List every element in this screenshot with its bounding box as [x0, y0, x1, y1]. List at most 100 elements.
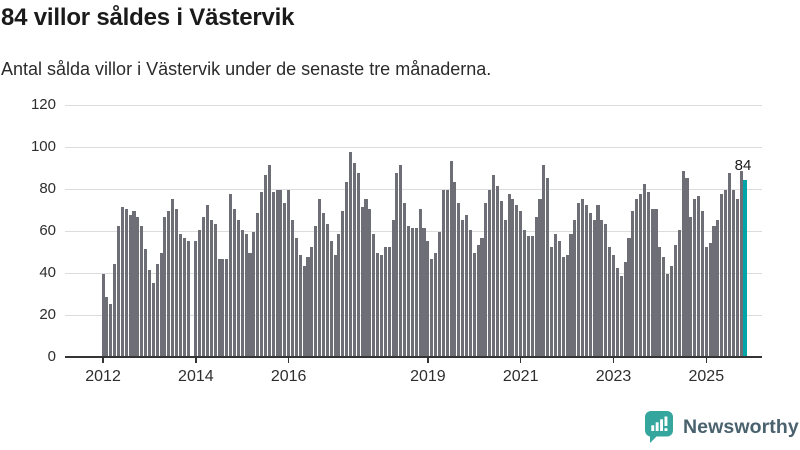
bar [681, 171, 685, 356]
bar [341, 211, 345, 356]
bar [662, 257, 666, 356]
bar [113, 263, 117, 356]
bar [534, 217, 538, 356]
bar [101, 274, 105, 356]
bar [217, 259, 221, 356]
newsworthy-bars-icon [645, 411, 673, 443]
bar [596, 204, 600, 356]
bar [507, 194, 511, 356]
bar [406, 225, 411, 356]
bar [120, 206, 124, 356]
x-axis-tick [102, 358, 104, 363]
chart-subtitle: Antal sålda villor i Västervik under de … [1, 59, 492, 79]
bar [167, 211, 171, 356]
bar [314, 225, 318, 356]
bar [569, 234, 573, 356]
gridline [65, 147, 762, 148]
bar [325, 223, 329, 356]
x-axis-label: 2012 [85, 368, 121, 385]
highlighted-bar [743, 179, 747, 356]
bar [136, 217, 140, 356]
bar [434, 253, 438, 356]
bar [673, 244, 677, 356]
y-axis-label: 100 [30, 138, 56, 155]
bar [333, 255, 337, 356]
bar [302, 265, 306, 356]
bar [240, 230, 244, 356]
bar [530, 236, 534, 356]
bar [260, 192, 264, 356]
bar [608, 246, 612, 356]
y-axis-label: 120 [30, 96, 56, 113]
bar [538, 198, 542, 356]
bar [468, 230, 472, 356]
bar [310, 246, 314, 356]
bar [202, 217, 206, 356]
bar [716, 219, 720, 356]
bar [318, 198, 322, 356]
bar [476, 244, 480, 356]
bar [565, 255, 569, 356]
bar [232, 209, 237, 356]
bar [256, 213, 260, 356]
gridline [65, 105, 762, 106]
newsworthy-wordmark: Newsworthy [683, 415, 799, 438]
bar [646, 192, 650, 356]
bar [600, 219, 604, 356]
bar [449, 160, 453, 356]
bar [376, 253, 380, 356]
bar [356, 173, 360, 356]
x-axis-label: 2016 [270, 368, 307, 385]
bar [205, 204, 209, 356]
bar [182, 238, 186, 356]
bar [642, 183, 646, 356]
bar [221, 259, 225, 356]
x-axis-label: 2019 [410, 368, 446, 385]
bar [472, 253, 476, 356]
bar [492, 175, 496, 356]
bar [550, 246, 554, 356]
bar [290, 219, 295, 356]
bar [557, 240, 561, 356]
bar [453, 181, 457, 356]
bar [418, 209, 422, 356]
bar [174, 209, 179, 356]
bar [287, 190, 291, 356]
bar [677, 230, 681, 356]
x-axis-label: 2023 [595, 368, 632, 385]
bar [271, 192, 275, 356]
bar [395, 173, 399, 356]
bar [383, 246, 387, 356]
bar [263, 175, 267, 356]
bar [708, 242, 712, 356]
bar [430, 259, 434, 356]
bar [391, 219, 395, 356]
bar [588, 213, 592, 356]
bar [685, 177, 689, 356]
bar [209, 219, 213, 356]
bar [592, 219, 596, 356]
bar [147, 269, 151, 356]
bar [499, 200, 503, 356]
bar [464, 215, 469, 356]
bar [669, 265, 674, 356]
bar [248, 253, 252, 356]
bar [171, 198, 175, 356]
bar [666, 274, 670, 356]
bar [615, 267, 619, 356]
bar [495, 185, 500, 356]
bar [178, 234, 182, 356]
bar [704, 246, 708, 356]
bar [364, 198, 368, 356]
bar [457, 202, 461, 356]
bar [511, 198, 515, 356]
x-axis-tick [519, 358, 522, 363]
bar [163, 217, 167, 356]
bar [720, 194, 724, 356]
bar [144, 248, 148, 356]
x-axis-tick [195, 358, 197, 363]
bar [399, 164, 403, 356]
bar [279, 190, 283, 356]
bar [159, 253, 163, 356]
